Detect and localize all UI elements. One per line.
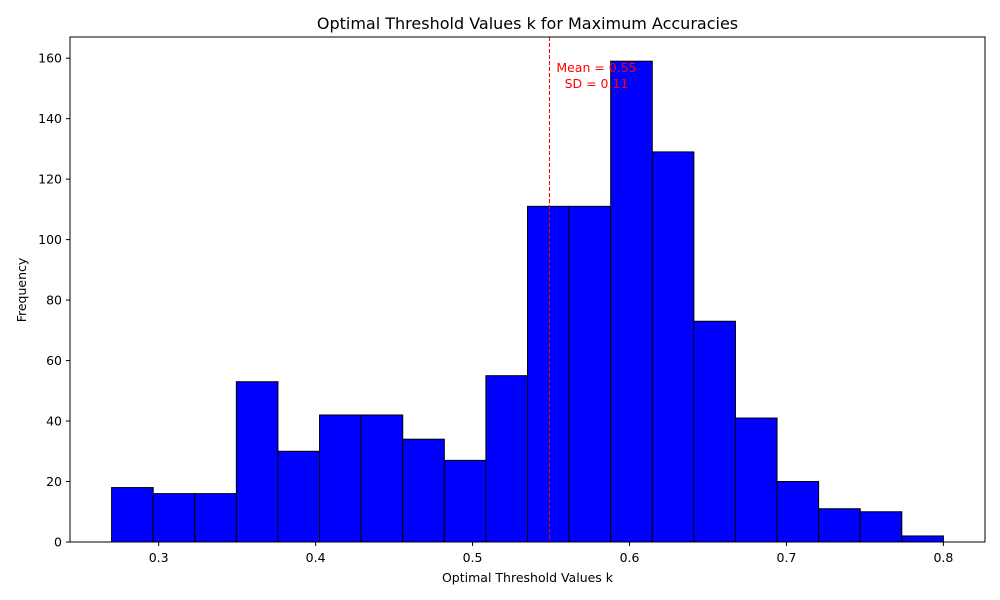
y-tick-label-4: 80 — [46, 293, 62, 308]
histogram-bar-2 — [194, 493, 237, 543]
y-tick-label-0: 0 — [54, 535, 62, 550]
histogram-bar-11 — [568, 205, 612, 543]
x-axis-label: Optimal Threshold Values k — [442, 570, 614, 585]
x-ticks: 0.3 0.4 0.5 0.6 0.7 0.8 — [149, 542, 953, 565]
histogram-bar-19 — [901, 535, 944, 543]
y-ticks: 0 20 40 60 80 100 120 140 160 — [38, 51, 70, 550]
mean-annotation-line-1: SD = 0.11 — [565, 76, 629, 91]
plot-frame — [69, 36, 986, 543]
y-axis-label: Frequency — [14, 257, 29, 322]
histogram-bar-1 — [152, 493, 196, 543]
y-tick-label-3: 60 — [46, 353, 62, 368]
chart-title: Optimal Threshold Values k for Maximum A… — [317, 14, 738, 33]
x-tick-label-3: 0.6 — [620, 550, 640, 565]
histogram-bar-9 — [485, 375, 528, 543]
x-tick-label-0: 0.3 — [149, 550, 169, 565]
histogram-bar-17 — [818, 508, 861, 543]
bars-group — [111, 60, 944, 543]
histogram-bar-8 — [443, 459, 487, 543]
histogram-bar-15 — [734, 417, 778, 543]
histogram-bar-7 — [402, 438, 445, 543]
y-tick-label-2: 40 — [46, 414, 62, 429]
histogram-bar-16 — [776, 481, 820, 543]
y-tick-label-8: 160 — [38, 51, 62, 66]
histogram-bar-6 — [360, 414, 404, 543]
y-tick-label-1: 20 — [46, 474, 62, 489]
histogram-bar-4 — [277, 450, 321, 543]
y-tick-label-7: 140 — [38, 111, 62, 126]
histogram-bar-18 — [859, 511, 903, 543]
histogram-bar-3 — [235, 381, 279, 543]
x-tick-label-4: 0.7 — [777, 550, 797, 565]
histogram-bar-0 — [111, 487, 154, 543]
histogram-bar-12 — [610, 60, 653, 543]
mean-annotation-line-0: Mean = 0.55 — [556, 60, 636, 75]
x-tick-label-5: 0.8 — [933, 550, 953, 565]
histogram-bar-14 — [693, 320, 736, 543]
histogram-bar-13 — [651, 151, 695, 543]
histogram-bar-10 — [527, 205, 570, 543]
x-tick-label-1: 0.4 — [306, 550, 326, 565]
y-tick-label-6: 120 — [38, 172, 62, 187]
histogram-bar-5 — [319, 414, 362, 543]
y-tick-label-5: 100 — [38, 232, 62, 247]
x-tick-label-2: 0.5 — [463, 550, 483, 565]
